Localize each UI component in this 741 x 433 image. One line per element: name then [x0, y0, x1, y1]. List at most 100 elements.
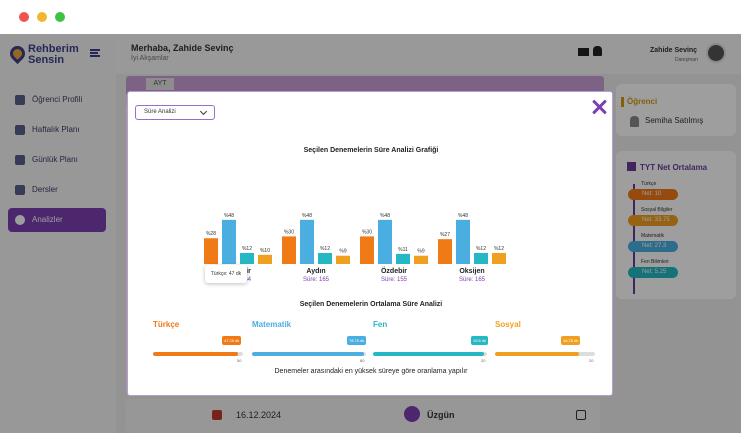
- mail-icon[interactable]: [578, 48, 589, 56]
- tyt-subject-label: Fen Bilimleri: [641, 259, 669, 265]
- sidebar-item-label: Dersler: [32, 185, 58, 194]
- bar: [258, 254, 272, 264]
- timeline-line: [633, 184, 635, 294]
- subject-name: Türkçe: [153, 320, 180, 329]
- progress-fill: [252, 352, 365, 356]
- duration-badge: 16.75 dk: [561, 336, 581, 345]
- entry-mood: Üzgün: [427, 410, 455, 420]
- duration-label: Süre: 155: [381, 277, 408, 283]
- bar-value-label: %12: [494, 246, 504, 252]
- bar: [378, 219, 392, 264]
- calendar-icon: [212, 410, 222, 420]
- chevron-down-icon: [199, 107, 208, 116]
- category-label: Aydın: [306, 268, 325, 275]
- user-name: Zahide Sevinç: [650, 47, 698, 54]
- logo[interactable]: Rehberim Sensin: [6, 42, 110, 68]
- close-window-button[interactable]: [19, 12, 29, 22]
- duration-badge: 19.5 dk: [471, 336, 489, 345]
- window-titlebar: [0, 0, 741, 34]
- sidebar-item-gunluk-plani[interactable]: Günlük Planı: [8, 148, 106, 172]
- bar-value-label: %30: [284, 229, 294, 235]
- tyt-subject-net: Net: 5.25: [628, 267, 678, 278]
- analysis-type-select[interactable]: Süre Analizi: [135, 105, 215, 120]
- tyt-subject-net: Net: 33.75: [628, 215, 678, 226]
- bar-value-label: %28: [206, 231, 216, 237]
- bar-value-label: %10: [260, 248, 270, 254]
- category-label: Özdebir: [381, 266, 407, 275]
- bar-value-label: %12: [476, 246, 486, 252]
- chart-icon: [627, 162, 636, 171]
- avatar[interactable]: [706, 43, 726, 63]
- category-label: Oksijen: [459, 268, 484, 275]
- duration-label: Süre: 165: [303, 277, 330, 283]
- tyt-subject-net: Net: 27.3: [628, 241, 678, 252]
- progress-track: [373, 352, 487, 356]
- bar-value-label: %27: [440, 232, 450, 238]
- tyt-subject-label: Sosyal Bilgiler: [641, 207, 673, 213]
- progress-track: [495, 352, 595, 356]
- bar: [204, 238, 218, 264]
- average-sosyal: Sosyal 16.75 dk 20: [495, 320, 605, 370]
- bar: [438, 239, 452, 264]
- subject-name: Matematik: [252, 320, 292, 329]
- close-icon[interactable]: [590, 98, 608, 116]
- greeting: Merhaba, Zahide Sevinç: [131, 43, 234, 53]
- progress-fill: [153, 352, 239, 356]
- student-card-title: Öğrenci: [627, 97, 658, 106]
- tyt-subject-net: Net: 10: [628, 189, 678, 200]
- progress-fill: [495, 352, 579, 356]
- entry-date: 16.12.2024: [236, 410, 282, 420]
- user-role: Danışman: [675, 57, 698, 63]
- bar-value-label: %9: [339, 249, 346, 255]
- menu-toggle-icon[interactable]: [90, 49, 100, 57]
- tyt-subject-label: Türkçe: [641, 181, 657, 187]
- user-icon: [15, 95, 25, 105]
- logo-text: Rehberim Sensin: [28, 43, 79, 66]
- checkbox-icon[interactable]: [576, 410, 586, 420]
- bar-value-label: %12: [320, 246, 330, 252]
- progress-fill: [373, 352, 485, 356]
- bar: [396, 253, 410, 264]
- average-fen: Fen 19.5 dk 20: [373, 320, 489, 370]
- bar-value-label: %12: [242, 246, 252, 252]
- sidebar-item-haftalik-plani[interactable]: Haftalık Planı: [8, 118, 106, 142]
- tyt-subject-label: Matematik: [641, 233, 665, 239]
- sidebar-item-ogrenci-profili[interactable]: Öğrenci Profili: [8, 88, 106, 112]
- bar-value-label: %48: [380, 213, 390, 219]
- sidebar: Rehberim Sensin Öğrenci Profili Haftalık…: [0, 34, 116, 433]
- bar-value-label: %9: [417, 249, 424, 255]
- bar-value-label: %48: [458, 213, 468, 219]
- greeting-sub: İyi Akşamlar: [131, 55, 169, 62]
- bar: [240, 252, 254, 264]
- bar-value-label: %11: [398, 247, 408, 253]
- bar-value-label: %48: [302, 213, 312, 219]
- sidebar-item-dersler[interactable]: Dersler: [8, 178, 106, 202]
- chart-title: Seçilen Denemelerin Süre Analizi Grafiği: [303, 147, 439, 154]
- bar: [300, 219, 314, 264]
- tyt-card-title: TYT Net Ortalama: [640, 163, 708, 172]
- subject-name: Fen: [373, 320, 388, 329]
- tab-ayt[interactable]: AYT: [146, 78, 174, 90]
- daily-entry-row[interactable]: [126, 399, 600, 433]
- progress-max: 50: [237, 358, 242, 363]
- duration-badge: 47.25 dk: [222, 336, 242, 345]
- bar-value-label: %48: [224, 213, 234, 219]
- progress-track: [153, 352, 243, 356]
- analysis-modal: Süre Analizi Seçilen Denemelerin Süre An…: [127, 91, 613, 396]
- progress-max: 20: [589, 358, 594, 363]
- average-turkce: Türkçe 47.25 dk 50: [153, 320, 263, 370]
- sidebar-item-label: Öğrenci Profili: [32, 95, 83, 104]
- bar: [222, 219, 236, 264]
- bell-icon[interactable]: [593, 46, 602, 56]
- progress-max: 20: [481, 358, 486, 363]
- minimize-window-button[interactable]: [37, 12, 47, 22]
- maximize-window-button[interactable]: [55, 12, 65, 22]
- sidebar-item-analizler[interactable]: Analizler: [8, 208, 106, 232]
- sidebar-item-label: Günlük Planı: [32, 155, 78, 164]
- footer-note: Denemeler arasındaki en yüksek süreye gö…: [274, 368, 468, 375]
- duration-label: Süre: 165: [459, 277, 486, 283]
- progress-track: [252, 352, 366, 356]
- bar: [360, 236, 374, 264]
- select-value: Süre Analizi: [144, 109, 176, 115]
- sidebar-item-label: Analizler: [32, 215, 63, 224]
